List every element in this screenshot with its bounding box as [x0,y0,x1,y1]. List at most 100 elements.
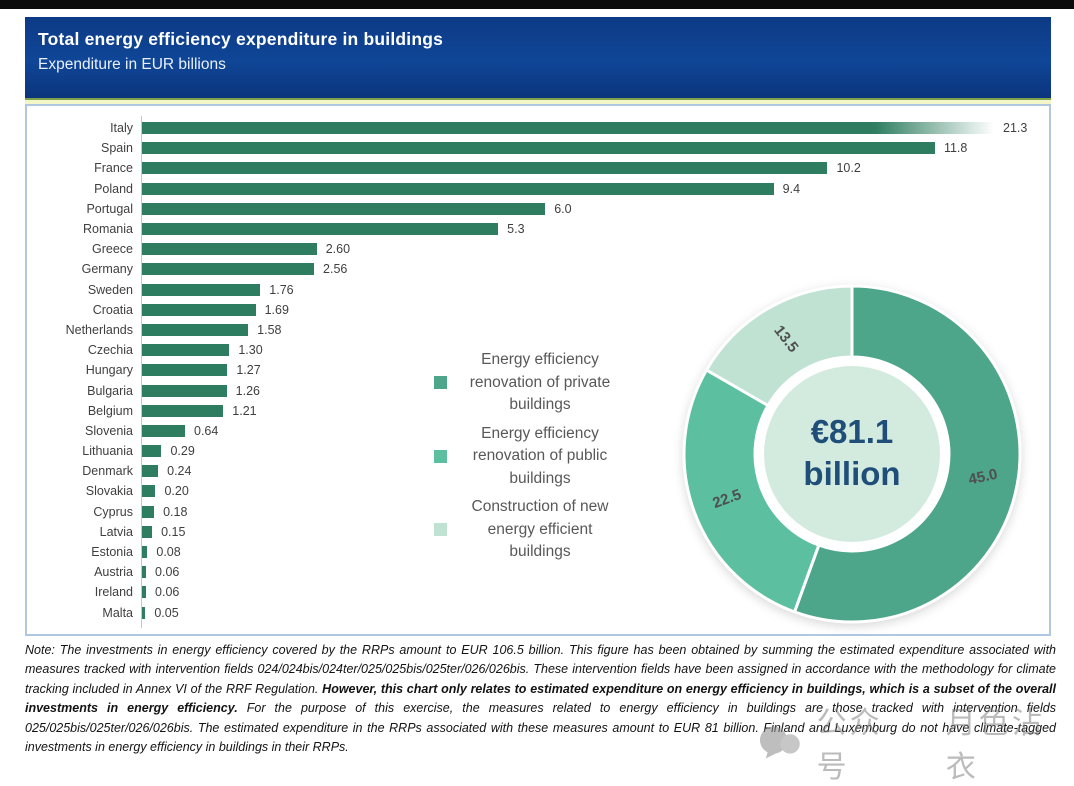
bar-row: Estonia 0.08 [33,542,1039,562]
bar-track: 0.06 [142,562,1039,582]
value-label: 1.69 [264,302,289,317]
donut-svg [682,284,1022,624]
bar [142,263,315,276]
bar-row: Lithuania 0.29 [33,441,1039,461]
value-label: 6.0 [554,201,572,216]
country-label: Belgium [87,403,133,418]
bar [142,384,227,397]
bar [142,505,155,518]
bar [142,606,146,619]
country-label: Austria [94,565,133,580]
bar [142,465,159,478]
country-label: Czechia [87,343,133,358]
bar-row: Romania 5.3 [33,219,1039,239]
bar-rows: Italy 21.3 Spain 11.8 France 10.2 Poland 9.4 Por… [33,118,1039,623]
bar-row: Sweden 1.76 [33,280,1039,300]
bar [142,122,994,135]
bar-row: Spain 11.8 [33,138,1039,158]
footnote-text-bold: However, this chart only relates to esti… [25,681,1056,716]
country-label: Slovenia [85,423,133,438]
country-label: Sweden [87,282,133,297]
country-label: Slovakia [85,484,133,499]
country-label: Croatia [92,302,133,317]
legend-label: Energy efficiency renovation of private … [469,351,611,413]
value-label: 1.27 [236,363,261,378]
legend-swatch-icon [434,376,447,390]
bar-axis-line [141,116,142,628]
bar-track: 1.76 [142,280,1039,300]
country-label: Portugal [86,201,133,216]
bar [142,162,828,175]
value-label: 10.2 [836,161,861,176]
bar-row: Austria 0.06 [33,562,1039,582]
bar-track: 1.27 [142,360,1039,380]
bar-track: 6.0 [142,199,1039,219]
bar-row: Cyprus 0.18 [33,502,1039,522]
bar-track: 11.8 [142,138,1039,158]
bar-track: 0.08 [142,542,1039,562]
bar [142,586,147,599]
chart-header: Total energy efficiency expenditure in b… [25,17,1051,98]
country-label: Italy [110,121,133,136]
donut-chart: €81.1 billion 45.0 22.5 13.5 [682,284,1022,624]
footnote-text-regular-1: Note: The investments in energy efficien… [25,643,1056,696]
footnote-text-regular-2: For the purpose of this exercise, the me… [25,701,1056,755]
bar-track: 0.64 [142,421,1039,441]
bar-track: 5.3 [142,219,1039,239]
bar-row: Germany 2.56 [33,259,1039,279]
legend-item: Construction of new energy efficient bui… [434,496,694,564]
donut-legend: Energy efficiency renovation of private … [434,349,694,570]
value-label: 5.3 [507,222,525,237]
top-black-bar [0,0,1074,9]
bar [142,485,156,498]
donut-center-circle [764,366,940,542]
bar [142,202,546,215]
value-label: 2.60 [325,242,351,257]
bar-row: Ireland 0.06 [33,582,1039,602]
bar-track: 0.24 [142,461,1039,481]
bar-row: Netherlands 1.58 [33,320,1039,340]
bar [142,182,774,195]
value-label: 1.76 [269,282,294,297]
bar-track: 10.2 [142,158,1039,178]
bar-track: 1.58 [142,320,1039,340]
bar-row: Czechia 1.30 [33,340,1039,360]
bar-track: 1.21 [142,401,1039,421]
footnote: Note: The investments in energy efficien… [25,641,1056,757]
country-label: Netherlands [65,322,133,337]
bar-row: Belgium 1.21 [33,401,1039,421]
bar [142,525,153,538]
bar [142,303,256,316]
bar [142,404,224,417]
bar-track: 0.18 [142,502,1039,522]
legend-item: Energy efficiency renovation of public b… [434,423,694,491]
bar-row: Croatia 1.69 [33,300,1039,320]
bar [142,283,261,296]
bar [142,546,148,559]
bar [142,142,935,155]
bar-row: Denmark 0.24 [33,461,1039,481]
bar-row: Malta 0.05 [33,603,1039,623]
value-label: 0.20 [164,484,189,499]
bar-row: Portugal 6.0 [33,199,1039,219]
bar-row: Bulgaria 1.26 [33,380,1039,400]
bar-track: 0.29 [142,441,1039,461]
legend-swatch-icon [434,523,447,537]
country-label: Hungary [85,363,133,378]
value-label: 0.29 [170,444,195,459]
bar [142,364,228,377]
bar-track: 0.15 [142,522,1039,542]
country-label: Ireland [94,585,133,600]
value-label: 0.06 [155,565,180,580]
bar-row: Hungary 1.27 [33,360,1039,380]
bar-track: 2.60 [142,239,1039,259]
country-label: Romania [82,222,133,237]
country-label: Latvia [99,524,133,539]
country-label: Malta [102,605,133,620]
value-label: 0.18 [163,504,188,519]
bar-track: 0.20 [142,481,1039,501]
bar [142,223,499,236]
legend-label: Construction of new energy efficient bui… [471,498,609,560]
bar-row: France 10.2 [33,158,1039,178]
